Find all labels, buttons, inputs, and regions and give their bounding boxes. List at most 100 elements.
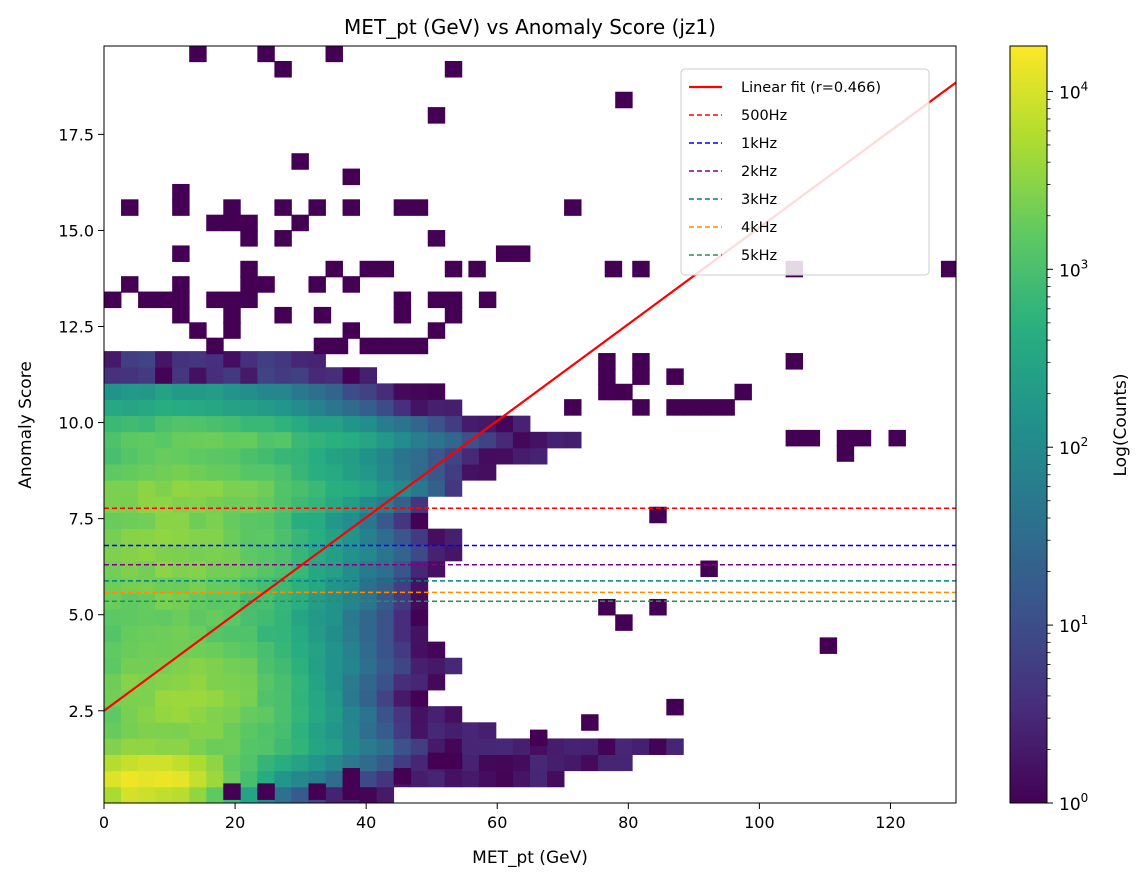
heatmap-bin bbox=[206, 593, 224, 610]
heatmap-bin bbox=[325, 260, 343, 278]
heatmap-bin bbox=[410, 722, 429, 739]
heatmap-bin bbox=[410, 577, 429, 594]
heatmap-bin bbox=[240, 528, 258, 546]
heatmap-bin bbox=[121, 447, 139, 465]
chart-title: MET_pt (GeV) vs Anomaly Score (jz1) bbox=[344, 15, 716, 39]
heatmap-bin bbox=[342, 673, 360, 691]
heatmap-bin bbox=[189, 754, 207, 772]
x-axis-ticks: 0 20 40 60 80 100 120 bbox=[99, 803, 906, 832]
heatmap-bin bbox=[104, 512, 122, 530]
heatmap-bin bbox=[495, 415, 514, 433]
heatmap-bin bbox=[359, 577, 378, 594]
heatmap-bin bbox=[604, 260, 623, 278]
heatmap-bin bbox=[206, 214, 224, 232]
heatmap-bin bbox=[155, 641, 173, 659]
heatmap-bin bbox=[427, 528, 446, 546]
heatmap-bin bbox=[342, 464, 360, 481]
heatmap-bin bbox=[206, 512, 224, 530]
heatmap-bin bbox=[512, 245, 531, 262]
heatmap-bin bbox=[342, 199, 360, 216]
heatmap-bin bbox=[512, 770, 531, 788]
heatmap-bin bbox=[223, 657, 241, 675]
heatmap-bin bbox=[138, 383, 156, 400]
heatmap-bin bbox=[172, 496, 190, 513]
heatmap-bin bbox=[189, 609, 207, 626]
heatmap-bin bbox=[325, 383, 343, 400]
heatmap-bin bbox=[410, 673, 429, 691]
heatmap-bin bbox=[104, 786, 122, 803]
heatmap-bin bbox=[172, 351, 190, 368]
heatmap-bin bbox=[291, 673, 309, 691]
heatmap-bin bbox=[359, 560, 378, 578]
heatmap-bin bbox=[206, 673, 224, 691]
heatmap-bin bbox=[155, 367, 173, 384]
heatmap-bin bbox=[257, 399, 275, 417]
heatmap-bin bbox=[330, 337, 349, 355]
heatmap-bin bbox=[325, 738, 343, 755]
heatmap-bin bbox=[427, 291, 446, 309]
heatmap-bin bbox=[155, 512, 173, 530]
heatmap-bin bbox=[172, 625, 190, 643]
heatmap-bin bbox=[325, 577, 343, 594]
heatmap-bin bbox=[359, 415, 378, 433]
colorbar-tick-label: 102 bbox=[1059, 435, 1088, 459]
heatmap-bins bbox=[104, 46, 956, 803]
heatmap-bin bbox=[189, 351, 207, 368]
heatmap-bin bbox=[257, 625, 275, 643]
y-tick-label: 17.5 bbox=[58, 125, 94, 144]
heatmap-bin bbox=[598, 368, 616, 385]
heatmap-bin bbox=[666, 738, 684, 755]
heatmap-bin bbox=[104, 706, 122, 723]
heatmap-bin bbox=[291, 464, 309, 481]
heatmap-bin bbox=[223, 447, 241, 465]
x-tick-label: 120 bbox=[875, 813, 906, 832]
heatmap-bin bbox=[138, 657, 156, 675]
heatmap-bin bbox=[274, 431, 292, 449]
heatmap-bin bbox=[121, 738, 139, 755]
heatmap-bin bbox=[376, 786, 395, 803]
heatmap-bin bbox=[291, 641, 309, 659]
heatmap-bin bbox=[240, 657, 258, 675]
heatmap-bin bbox=[104, 431, 122, 449]
heatmap-bin bbox=[240, 754, 258, 772]
heatmap-bin bbox=[325, 754, 343, 772]
heatmap-bin bbox=[223, 496, 241, 513]
heatmap-bin bbox=[121, 431, 139, 449]
heatmap-bin bbox=[478, 291, 497, 309]
heatmap-bin bbox=[478, 464, 497, 481]
heatmap-bin bbox=[189, 464, 207, 481]
x-tick-label: 20 bbox=[225, 813, 245, 832]
heatmap-bin bbox=[172, 528, 190, 546]
heatmap-bin bbox=[155, 544, 173, 562]
heatmap-bin bbox=[189, 625, 207, 643]
heatmap-bin bbox=[223, 306, 241, 324]
heatmap-bin bbox=[342, 754, 360, 772]
heatmap-bin bbox=[223, 783, 241, 800]
heatmap-bin bbox=[121, 641, 139, 659]
heatmap-bin bbox=[155, 673, 173, 691]
heatmap-bin bbox=[257, 544, 275, 562]
heatmap-bin bbox=[376, 657, 395, 675]
heatmap-bin bbox=[393, 754, 412, 772]
heatmap-bin bbox=[291, 496, 309, 513]
heatmap-bin bbox=[495, 245, 514, 262]
heatmap-bin bbox=[223, 738, 241, 755]
heatmap-bin bbox=[359, 706, 378, 723]
legend-label: 2kHz bbox=[741, 164, 777, 180]
heatmap-bin bbox=[376, 690, 395, 707]
heatmap-bin bbox=[468, 260, 486, 278]
heatmap-bin bbox=[189, 722, 207, 739]
heatmap-bin bbox=[155, 754, 173, 772]
heatmap-bin bbox=[240, 431, 258, 449]
heatmap-bin bbox=[274, 786, 292, 803]
heatmap-bin bbox=[206, 291, 224, 309]
colorbar-tick-label: 101 bbox=[1059, 613, 1088, 637]
heatmap-bin bbox=[138, 754, 156, 772]
heatmap-bin bbox=[325, 415, 343, 433]
heatmap-bin bbox=[223, 383, 241, 400]
heatmap-bin bbox=[189, 415, 207, 433]
heatmap-bin bbox=[189, 496, 207, 513]
heatmap-bin bbox=[376, 383, 395, 400]
heatmap-bin bbox=[308, 783, 326, 800]
